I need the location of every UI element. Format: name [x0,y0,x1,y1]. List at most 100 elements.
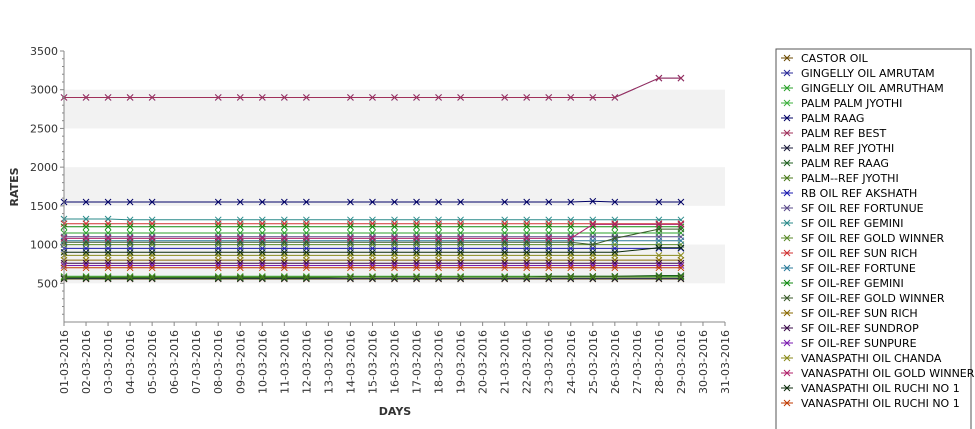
data-point [369,264,376,272]
data-point [545,223,553,231]
data-point [214,264,222,272]
x-tick-label: 20-03-2016 [477,330,490,394]
y-axis-title: RATES [8,167,21,206]
legend-label: SF OIL REF GEMINI [801,217,903,230]
data-point [567,198,575,206]
legend-marker [783,159,791,167]
data-point [391,223,398,231]
legend-marker [783,309,791,317]
data-point [347,252,354,259]
x-tick-label: 12-03-2016 [300,330,313,394]
legend-item: GINGELLY OIL AMRUTAM [781,67,935,80]
series-line [64,223,681,239]
data-point [655,273,663,281]
data-point [126,198,134,206]
data-point [82,274,90,282]
data-point [589,197,597,205]
legend-marker [783,204,791,212]
legend-marker [783,324,791,332]
series-4 [60,197,685,206]
legend-item: SF OIL-REF FORTUNE [781,262,916,275]
data-point [104,220,112,228]
data-point [523,235,531,242]
legend-marker [783,144,791,152]
data-point [214,248,222,256]
data-point [104,273,112,281]
legend-label: VANASPATHI OIL RUCHI NO 1 [801,382,960,395]
data-point [523,94,531,101]
data-point [148,235,156,242]
data-point [567,248,575,256]
data-point [258,274,266,282]
data-point [567,252,575,259]
x-tick-label: 05-03-2016 [146,330,159,394]
data-point [413,235,420,242]
legend-label: GINGELLY OIL AMRUTHAM [801,82,944,95]
y-tick-label: 2000 [30,161,58,174]
data-point [501,220,509,228]
legend-item: PALM REF RAAG [781,157,889,170]
data-point [369,223,376,231]
data-point [655,221,663,228]
data-point [303,274,310,282]
x-tick-label: 10-03-2016 [256,330,269,394]
data-point [126,248,134,256]
data-point [545,264,553,272]
x-tick-label: 27-03-2016 [631,330,644,394]
data-point [148,264,156,272]
legend-marker [783,69,791,77]
data-point [589,264,597,272]
data-point [148,274,156,282]
data-point [303,223,310,231]
legend-label: SF OIL-REF GOLD WINNER [801,292,945,305]
data-point [567,272,575,280]
data-point [369,248,376,256]
data-point [611,273,619,281]
data-point [126,252,134,259]
data-point [214,235,222,242]
data-point [435,220,442,228]
legend-item: SF OIL-REF GOLD WINNER [781,292,945,305]
data-point [611,221,619,228]
series-15 [60,223,685,231]
data-point [280,274,288,282]
legend-label: VANASPATHI OIL CHANDA [801,352,942,365]
data-point [567,235,575,242]
data-point [523,252,531,259]
legend-label: SF OIL-REF GEMINI [801,277,904,290]
data-point [501,264,509,272]
data-point [258,248,266,256]
data-point [523,248,531,256]
data-point [545,198,553,206]
data-point [303,235,310,242]
data-point [567,273,575,281]
data-point [677,244,685,252]
data-point [545,252,553,259]
data-point [435,235,442,242]
legend-marker [783,84,791,92]
legend-item: SF OIL REF SUN RICH [781,247,917,260]
data-point [236,235,244,242]
data-point [280,264,288,272]
data-point [126,274,134,282]
data-point [523,264,531,272]
x-tick-label: 21-03-2016 [499,330,512,394]
legend: CASTOR OIL GINGELLY OIL AMRUTAM GINGELLY O… [775,48,975,429]
data-point [611,264,619,272]
data-point [501,198,509,206]
data-point [589,273,597,281]
x-tick-label: 24-03-2016 [565,330,578,394]
legend-label: RB OIL REF AKSHATH [801,187,917,200]
data-point [236,198,244,206]
data-point [369,94,376,101]
data-point [126,223,134,231]
data-point [435,264,442,272]
data-point [589,252,597,259]
data-point [104,264,112,272]
legend-item: CASTOR OIL [781,52,869,65]
data-point [369,252,376,259]
legend-label: SF OIL REF FORTUNUE [801,202,924,215]
series-22 [60,244,685,256]
legend-marker [783,294,791,302]
data-point [545,272,553,280]
